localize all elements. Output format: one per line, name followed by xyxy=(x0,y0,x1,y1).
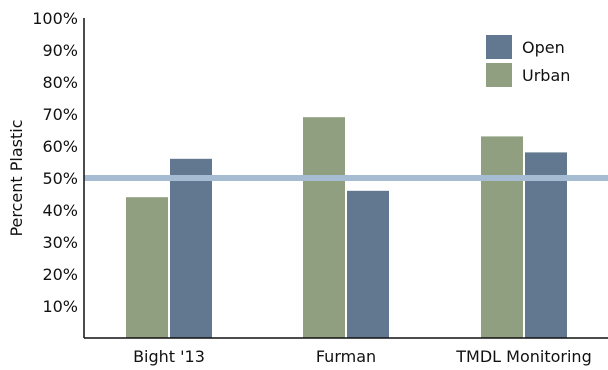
legend: Open Urban xyxy=(486,35,570,87)
bar-open xyxy=(170,158,212,338)
bar-urban xyxy=(481,136,523,338)
legend-swatch-open xyxy=(486,35,512,59)
y-tick-label: 30% xyxy=(42,233,78,252)
legend-label-urban: Urban xyxy=(522,66,570,85)
x-category-label: TMDL Monitoring xyxy=(455,347,591,366)
y-tick-label: 100% xyxy=(32,9,78,28)
y-axis-label: Percent Plastic xyxy=(7,119,26,236)
y-tick-labels: 10% 20% 30% 40% 50% 60% 70% 80% 90% 100% xyxy=(32,9,78,316)
x-category-label: Bight '13 xyxy=(133,347,205,366)
axes xyxy=(83,18,608,339)
y-tick-label: 60% xyxy=(42,137,78,156)
x-category-label: Furman xyxy=(316,347,376,366)
bar-urban xyxy=(126,197,168,338)
bar-urban xyxy=(303,117,345,338)
y-tick-label: 80% xyxy=(42,73,78,92)
bar-open xyxy=(347,190,389,338)
y-tick-label: 20% xyxy=(42,265,78,284)
y-tick-label: 70% xyxy=(42,105,78,124)
y-tick-label: 40% xyxy=(42,201,78,220)
y-tick-label: 10% xyxy=(42,297,78,316)
y-tick-label: 90% xyxy=(42,41,78,60)
bar-open xyxy=(525,152,567,338)
x-category-labels: Bight '13 Furman TMDL Monitoring xyxy=(133,347,592,366)
bars-layer xyxy=(126,117,567,338)
legend-swatch-urban xyxy=(486,63,512,87)
legend-label-open: Open xyxy=(522,38,565,57)
y-tick-label: 50% xyxy=(42,169,78,188)
